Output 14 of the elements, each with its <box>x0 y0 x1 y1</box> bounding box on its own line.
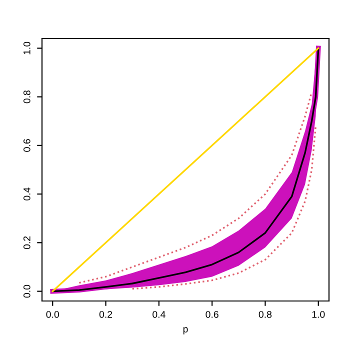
y-tick-label: 0.8 <box>23 90 30 104</box>
x-tick-label: 0.0 <box>46 310 60 318</box>
y-tick-label: 0.0 <box>23 284 30 298</box>
y-tick-label: 0.6 <box>23 139 30 152</box>
x-axis-title: p <box>183 327 188 334</box>
y-tick-label: 1.0 <box>23 42 30 54</box>
x-tick-label: 0.2 <box>99 310 112 318</box>
x-tick-label: 0.6 <box>206 310 218 318</box>
y-tick-label: 0.4 <box>23 188 30 200</box>
line-series <box>132 125 317 290</box>
x-tick-label: 0.8 <box>258 310 272 318</box>
y-tick-label: 0.2 <box>23 236 30 250</box>
x-tick-label: 0.4 <box>152 310 166 318</box>
x-tick-label: 1.0 <box>312 310 325 318</box>
